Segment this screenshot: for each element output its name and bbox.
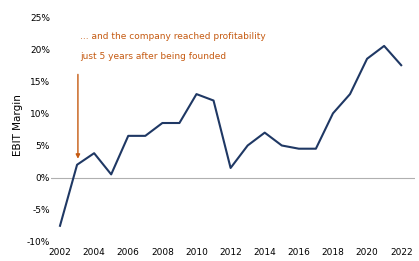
Text: ... and the company reached profitability: ... and the company reached profitabilit… <box>80 33 266 41</box>
Y-axis label: EBIT Margin: EBIT Margin <box>13 94 23 156</box>
Text: just 5 years after being founded: just 5 years after being founded <box>80 52 227 61</box>
